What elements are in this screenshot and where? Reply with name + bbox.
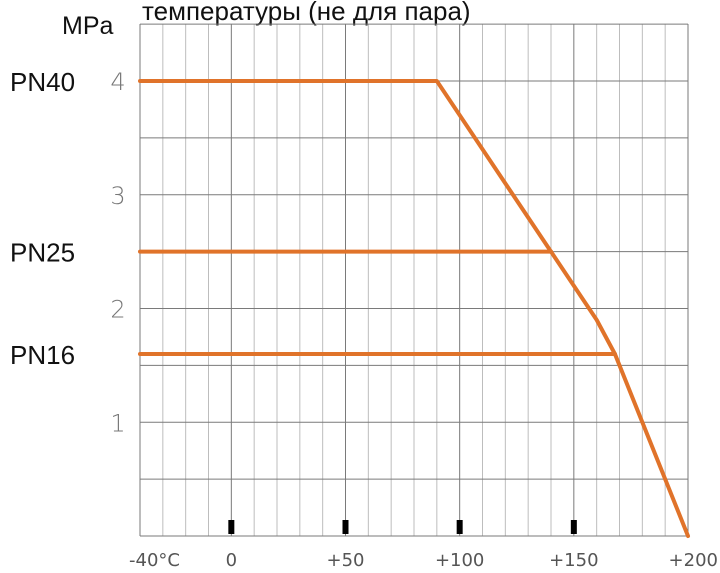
x-tick-label: 0 — [226, 550, 237, 571]
series-labels: PN40 PN25 PN16 — [10, 67, 75, 370]
x-tick-marker — [456, 520, 463, 534]
grid — [139, 23, 689, 537]
x-tick-marker — [228, 520, 235, 534]
x-tick-label: +150 — [549, 550, 598, 571]
series-label-pn16: PN16 — [10, 340, 75, 370]
x-tick-markers — [228, 520, 577, 534]
y-tick-label: 2 — [110, 296, 125, 324]
x-tick-marker — [342, 520, 349, 534]
series-line-pn40 — [138, 79, 690, 538]
x-tick-marker — [570, 520, 577, 534]
x-tick-label: +100 — [435, 550, 484, 571]
series-lines — [138, 79, 690, 538]
y-tick-labels: 1 2 3 4 — [110, 68, 125, 437]
series-label-pn40: PN40 — [10, 67, 75, 97]
series-label-pn25: PN25 — [10, 238, 75, 268]
x-tick-labels: -40°C 0 +50 +100 +150 +200 — [129, 550, 718, 571]
y-tick-label: 1 — [110, 409, 125, 437]
x-tick-label: +200 — [669, 550, 718, 571]
x-tick-label: +50 — [327, 550, 365, 571]
chart-title: температуры (не для пара) — [142, 0, 471, 26]
x-tick-label: -40°C — [129, 550, 180, 571]
y-tick-label: 4 — [110, 68, 125, 96]
y-tick-label: 3 — [110, 182, 125, 210]
y-axis-unit: MPa — [62, 12, 114, 40]
